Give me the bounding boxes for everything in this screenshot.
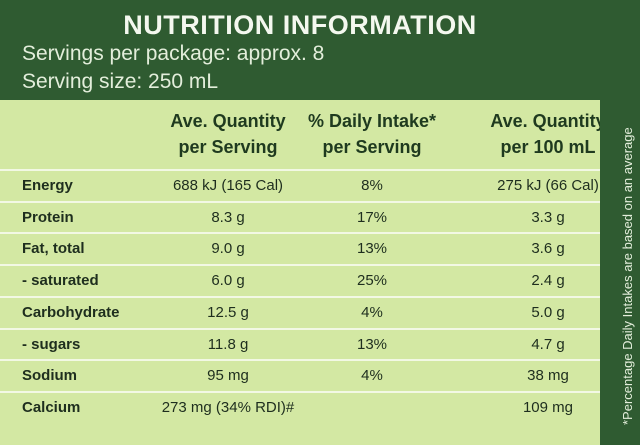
table-row: Protein 8.3 g 17% 3.3 g xyxy=(0,200,600,233)
nutrient: - sugars xyxy=(22,335,81,353)
table-row: Energy 688 kJ (165 Cal) 8% 275 kJ (66 Cal) xyxy=(0,169,600,201)
column-header: % Daily Intake* per Serving xyxy=(287,108,457,160)
cell: 11.8 g xyxy=(207,335,249,353)
nutrient: Sodium xyxy=(22,367,77,385)
column-header-line: Ave. Quantity xyxy=(170,111,286,131)
cell: 273 mg (34% RDI)# xyxy=(161,398,295,416)
nutrient: Protein xyxy=(22,208,74,226)
cell: 109 mg xyxy=(522,398,574,416)
table-row: Sodium 95 mg 4% 38 mg xyxy=(0,359,600,391)
cell: 12.5 g xyxy=(207,303,249,321)
column-header-line: per Serving xyxy=(178,137,278,157)
cell: 13% xyxy=(356,335,388,353)
title: NUTRITION INFORMATION xyxy=(123,10,477,40)
servings: Servings per package: approx. 8 xyxy=(22,42,325,65)
nutrient: Energy xyxy=(22,177,73,194)
cell: 38 mg xyxy=(527,367,569,385)
column-header: Ave. Quantity per Serving xyxy=(143,108,313,160)
table-row: Carbohydrate 12.5 g 4% 5.0 g xyxy=(0,295,600,328)
side-strip xyxy=(600,0,640,445)
nutrient: Carbohydrate xyxy=(22,303,120,321)
column-header-line: % Daily Intake* xyxy=(307,111,437,131)
nutrient: - saturated xyxy=(22,272,99,290)
column-header-line: Ave. Quantity xyxy=(490,111,606,131)
cell: 6.0 g xyxy=(211,272,245,290)
cell: 275 kJ (66 Cal) xyxy=(497,177,599,194)
table: Ave. Quantity per Serving % Daily Intake* p… xyxy=(0,100,606,445)
cell: 8.3 g xyxy=(211,208,245,226)
cell: 25% xyxy=(356,272,388,290)
cell: 2.4 g xyxy=(531,272,565,290)
serving-size: Serving size: 250 mL xyxy=(22,70,219,93)
table-row: Calcium 273 mg (34% RDI)# 109 mg xyxy=(0,390,600,423)
table-row: - saturated 6.0 g 25% 2.4 g xyxy=(0,264,600,296)
footnote: *Percentage Daily Intakes are based on a… xyxy=(620,127,635,425)
cell: 95 mg xyxy=(207,367,249,385)
cell: 8% xyxy=(361,177,383,194)
cell: 4% xyxy=(361,367,383,385)
header: NUTRITION INFORMATION Servings per packa… xyxy=(0,0,600,100)
cell: 5.0 g xyxy=(531,303,565,321)
cell: 4.7 g xyxy=(531,335,565,353)
cell: 4% xyxy=(361,303,383,321)
table-row: Fat, total 9.0 g 13% 3.6 g xyxy=(0,232,600,264)
cell: 688 kJ (165 Cal) xyxy=(172,177,284,194)
nutrient: Fat, total xyxy=(22,240,85,258)
cell: 3.3 g xyxy=(531,208,565,226)
cell: 9.0 g xyxy=(211,240,245,258)
cell: 3.6 g xyxy=(531,240,565,258)
cell: 13% xyxy=(356,240,388,258)
column-header-line: per 100 mL xyxy=(500,137,596,157)
cell: 17% xyxy=(356,208,388,226)
nutrient: Calcium xyxy=(22,398,81,416)
column-header-line: per Serving xyxy=(322,137,422,157)
column-header: Ave. Quantity per 100 mL xyxy=(463,108,633,160)
table-row: - sugars 11.8 g 13% 4.7 g xyxy=(0,327,600,360)
